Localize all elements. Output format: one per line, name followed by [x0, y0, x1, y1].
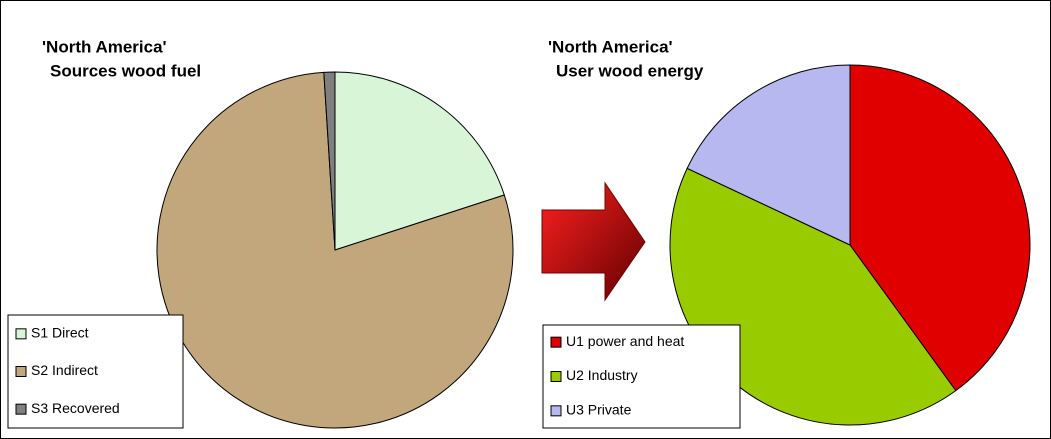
legend-label: U1 power and heat	[566, 333, 684, 349]
legend-swatch	[15, 403, 27, 415]
pie-slice	[849, 64, 1031, 392]
legend-label: S1 Direct	[31, 325, 89, 341]
pie-slice	[156, 71, 514, 429]
legend-label: S2 Indirect	[31, 362, 98, 378]
legend-label: U3 Private	[566, 402, 632, 418]
legend-label: S3 Recovered	[31, 400, 120, 416]
legend-swatch	[550, 405, 562, 417]
pie-slice	[686, 64, 851, 246]
legend-label: U2 Industry	[566, 367, 638, 383]
legend-swatch	[15, 366, 27, 377]
legend-swatch	[550, 336, 562, 348]
chart-subtitle: Sources wood fuel	[50, 61, 201, 80]
arrow	[541, 181, 646, 302]
pie-slice	[323, 71, 336, 251]
legend-swatch	[550, 371, 562, 382]
chart-title: 'North America'	[548, 37, 673, 56]
pie-slice	[334, 71, 505, 251]
legend-box	[542, 324, 741, 429]
legend-swatch	[15, 328, 27, 340]
legend-box	[7, 314, 184, 429]
chart-subtitle: User wood energy	[556, 61, 704, 80]
chart-title: 'North America'	[42, 37, 167, 56]
